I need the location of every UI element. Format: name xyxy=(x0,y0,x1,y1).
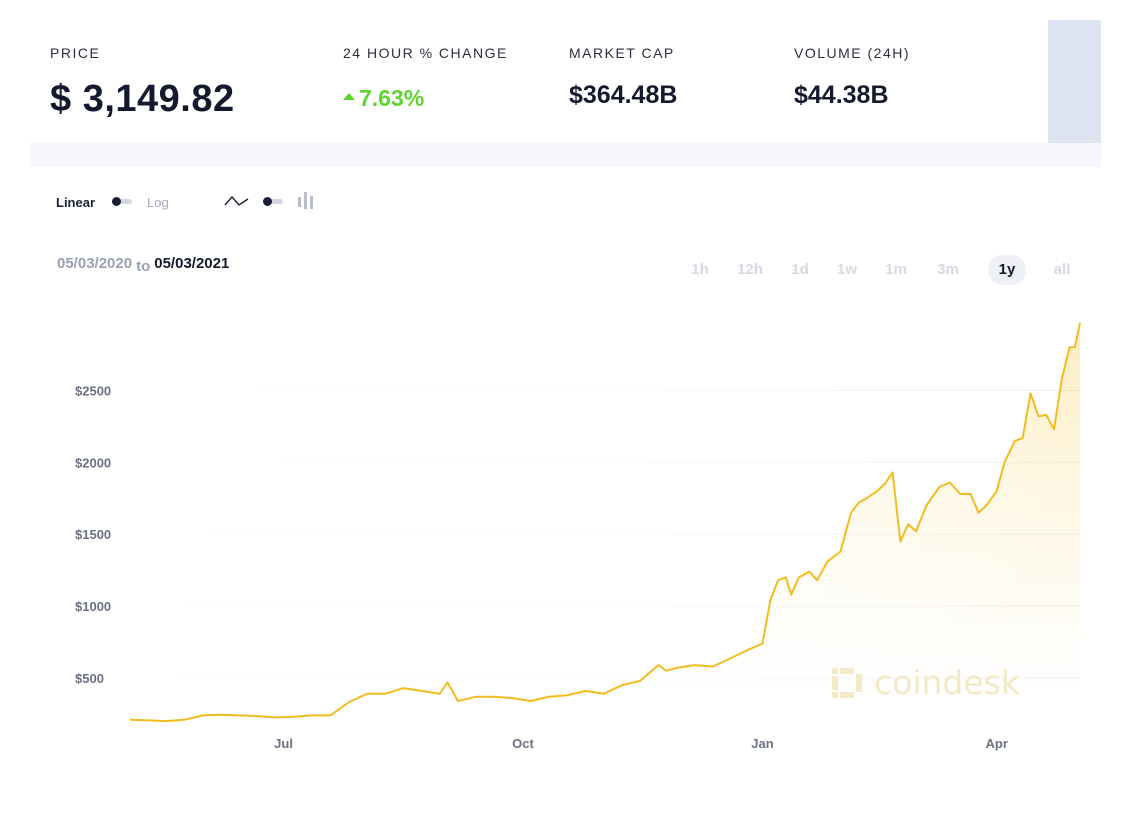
volume-value: $44.38B xyxy=(794,81,889,109)
area-fill-group xyxy=(130,320,1080,724)
range-button-1h[interactable]: 1h xyxy=(691,261,709,278)
series-line-group xyxy=(129,322,1081,723)
up-arrow-icon xyxy=(343,93,355,101)
change-value: 7.63% xyxy=(359,85,425,111)
marketcap-value: $364.48B xyxy=(569,81,678,109)
y-axis: $500 $1000 $1500 $2000 $2500 xyxy=(75,383,111,686)
range-button-1w[interactable]: 1w xyxy=(836,261,857,278)
price-value: $ 3,149.82 xyxy=(50,78,235,120)
watermark-text: coindesk xyxy=(874,663,1021,700)
stats-side-panel xyxy=(1048,20,1101,143)
chart-type-toggle[interactable] xyxy=(263,197,285,207)
price-series-line xyxy=(129,322,1081,723)
line-chart-icon[interactable] xyxy=(224,194,250,208)
scale-log-label[interactable]: Log xyxy=(147,195,169,210)
marketcap-label: MARKET CAP xyxy=(569,45,675,61)
scale-toggle[interactable] xyxy=(112,197,134,207)
range-button-12h[interactable]: 12h xyxy=(737,261,763,278)
y-tick-label: $2500 xyxy=(75,383,111,398)
date-range: 05/03/2020 to 05/03/2021 xyxy=(57,255,230,275)
change-label: 24 HOUR % CHANGE xyxy=(343,45,508,61)
section-divider xyxy=(30,143,1101,167)
stats-panel: PRICE $ 3,149.82 24 HOUR % CHANGE 7.63% … xyxy=(30,20,1101,143)
y-tick-label: $1500 xyxy=(75,527,111,542)
x-axis: Jul Oct Jan Apr xyxy=(274,736,1008,751)
coindesk-logo-icon xyxy=(832,668,862,698)
x-tick-label: Jul xyxy=(274,736,293,751)
scale-linear-label[interactable]: Linear xyxy=(56,195,96,210)
range-button-3m[interactable]: 3m xyxy=(937,261,959,278)
range-button-1m[interactable]: 1m xyxy=(885,261,907,278)
range-button-all[interactable]: all xyxy=(1053,261,1071,278)
x-tick-label: Apr xyxy=(986,736,1008,751)
date-to: 05/03/2021 xyxy=(154,255,230,272)
scale-toggle-knob xyxy=(112,197,121,206)
chart-type-toggle-track xyxy=(269,199,283,204)
date-to-word: to xyxy=(136,258,151,275)
change-value-row: 7.63% xyxy=(343,85,424,112)
y-tick-label: $500 xyxy=(75,671,104,686)
x-tick-label: Jan xyxy=(751,736,773,751)
scale-toggle-track xyxy=(118,199,132,204)
x-tick-label: Oct xyxy=(512,736,534,751)
candlestick-icon[interactable] xyxy=(297,191,315,211)
y-tick-label: $1000 xyxy=(75,599,111,614)
date-from: 05/03/2020 xyxy=(57,255,133,272)
chart-type-toggle-knob xyxy=(263,197,272,206)
area-fade-overlay xyxy=(130,320,1080,724)
price-label: PRICE xyxy=(50,45,101,61)
y-tick-label: $2000 xyxy=(75,455,111,470)
volume-label: VOLUME (24H) xyxy=(794,45,911,61)
coindesk-watermark: coindesk xyxy=(832,663,1021,700)
range-button-1d[interactable]: 1d xyxy=(791,261,809,278)
range-button-1y[interactable]: 1y xyxy=(988,255,1026,285)
